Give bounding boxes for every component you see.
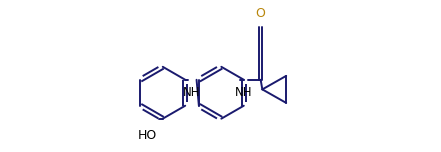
Text: O: O: [256, 7, 265, 20]
Text: NH: NH: [183, 86, 201, 99]
Text: NH: NH: [235, 86, 253, 99]
Text: HO: HO: [138, 129, 157, 142]
